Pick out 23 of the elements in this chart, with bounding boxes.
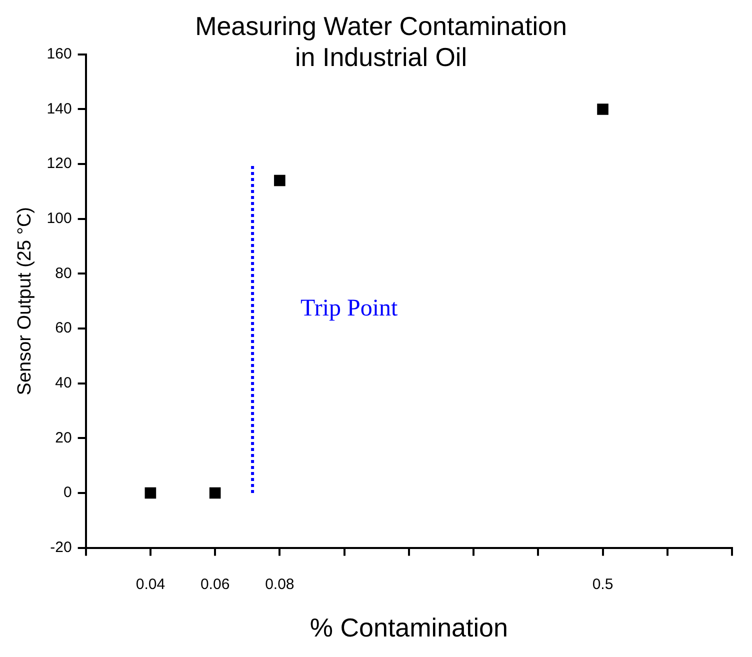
- text: Measuring Water Contamination: [195, 10, 567, 41]
- x-tick-label: 0.5: [592, 576, 614, 593]
- annotation: Trip Point: [300, 296, 398, 322]
- y-tick-label: 100: [46, 210, 72, 228]
- y-tick-label: 60: [55, 320, 72, 337]
- point: [209, 487, 221, 499]
- x-axis-title: % Contamination: [310, 612, 508, 643]
- y-tick-label: 120: [46, 155, 72, 172]
- text: in Industrial Oil: [295, 42, 467, 72]
- y-tick-label: 20: [55, 429, 72, 446]
- point: [144, 487, 156, 499]
- y-tick-label: -20: [50, 538, 72, 556]
- y-tick-label: 40: [55, 374, 72, 392]
- y-axis-title: Sensor Output (25 °C): [14, 207, 36, 396]
- y-tick-label: 140: [46, 100, 72, 118]
- x-tick-label: 0.06: [200, 576, 230, 593]
- point: [597, 104, 608, 115]
- y-tick-label: 0: [63, 484, 72, 502]
- point: [274, 174, 286, 186]
- x-tick-label: 0.04: [136, 576, 166, 593]
- y-tick-label: 80: [55, 264, 72, 282]
- x-tick-label: 0.08: [265, 576, 294, 593]
- y-tick-label: 160: [46, 46, 72, 63]
